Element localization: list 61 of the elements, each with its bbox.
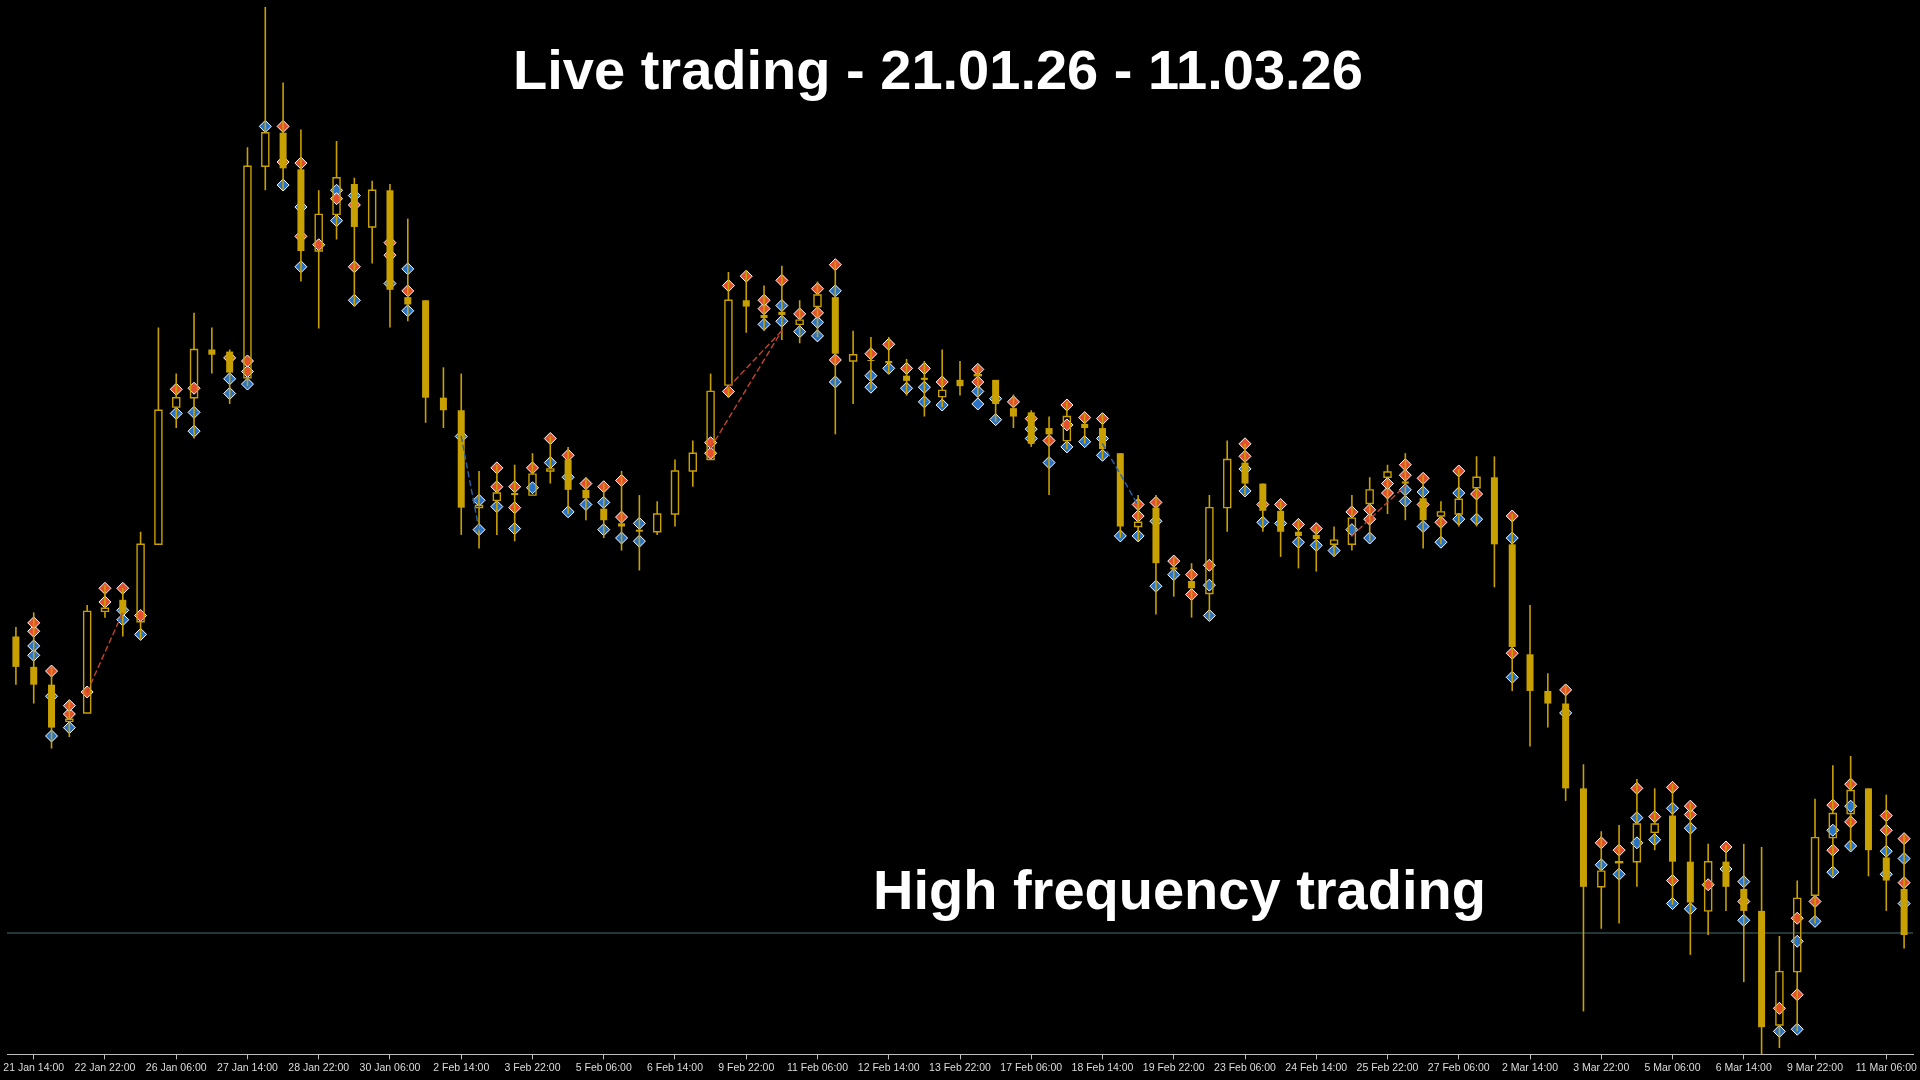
x-tick-label: 26 Jan 06:00 [145, 1060, 207, 1073]
x-tick-label: 9 Feb 22:00 [718, 1060, 775, 1073]
candlestick [652, 500, 662, 536]
candlestick [208, 326, 216, 375]
candlestick [1472, 455, 1481, 528]
x-tick-label: 27 Jan 14:00 [217, 1060, 278, 1073]
candlestick [670, 458, 680, 528]
x-tick-label: 5 Feb 06:00 [575, 1060, 632, 1073]
candlestick [1205, 494, 1214, 621]
text: High frequency trading [873, 858, 1486, 922]
x-tick-label: 2 Feb 14:00 [433, 1060, 490, 1073]
x-tick-label: 12 Feb 14:00 [857, 1060, 920, 1073]
candlestick [956, 360, 964, 397]
candlestick [332, 140, 341, 241]
candlestick [546, 435, 555, 485]
x-tick-label: 2 Mar 14:00 [1502, 1060, 1559, 1073]
candlestick [688, 439, 697, 488]
x-tick-label: 19 Feb 22:00 [1142, 1060, 1205, 1073]
x-tick-label: 3 Feb 22:00 [504, 1060, 561, 1073]
x-tick-label: 18 Feb 14:00 [1071, 1060, 1134, 1073]
x-tick-label: 27 Feb 06:00 [1427, 1060, 1490, 1073]
candlestick [1775, 935, 1784, 1049]
x-tick-label: 3 Mar 22:00 [1573, 1060, 1630, 1073]
candlestick [314, 189, 323, 330]
candlestick [261, 6, 270, 192]
candlestick [1223, 439, 1232, 533]
x-tick-label: 9 Mar 22:00 [1787, 1060, 1844, 1073]
candlestick [795, 299, 804, 345]
candlestick [1597, 830, 1606, 930]
candlestick [1650, 787, 1659, 851]
candlestick [724, 271, 733, 399]
x-tick-label: 11 Feb 06:00 [786, 1060, 849, 1073]
x-tick-label: 17 Feb 06:00 [1000, 1060, 1063, 1073]
candlestick [136, 530, 145, 641]
candlestick [1703, 843, 1713, 936]
x-tick-label: 11 Mar 06:00 [1855, 1060, 1917, 1073]
x-tick-label: 6 Feb 14:00 [646, 1060, 704, 1073]
text: Live trading - 21.01.26 - 11.03.26 [512, 38, 1364, 102]
candlestick [367, 180, 377, 265]
candlestick [1365, 476, 1374, 542]
candlestick [848, 329, 858, 405]
point [971, 397, 985, 411]
candlestick [1793, 879, 1802, 1033]
candlestick [439, 366, 447, 429]
candlestick [65, 699, 74, 738]
point [811, 329, 824, 343]
x-tick-label: 25 Feb 22:00 [1356, 1060, 1419, 1073]
x-tick-label: 21 Jan 14:00 [3, 1060, 65, 1073]
candlestick [1846, 755, 1855, 851]
x-tick-label: 30 Jan 06:00 [359, 1060, 421, 1073]
candlestick [154, 326, 163, 546]
candlestick [1544, 672, 1552, 729]
x-tick-label: 22 Jan 22:00 [74, 1060, 136, 1073]
x-tick-label: 28 Jan 22:00 [288, 1060, 350, 1073]
x-tick-label: 13 Feb 22:00 [929, 1060, 992, 1073]
x-tick-label: 5 Mar 06:00 [1644, 1060, 1701, 1073]
candlestick [172, 372, 181, 429]
x-tick-label: 23 Feb 06:00 [1214, 1060, 1277, 1073]
point [1666, 897, 1680, 911]
x-tick-label: 24 Feb 14:00 [1285, 1060, 1348, 1073]
x-tick-label: 6 Mar 14:00 [1715, 1060, 1772, 1073]
